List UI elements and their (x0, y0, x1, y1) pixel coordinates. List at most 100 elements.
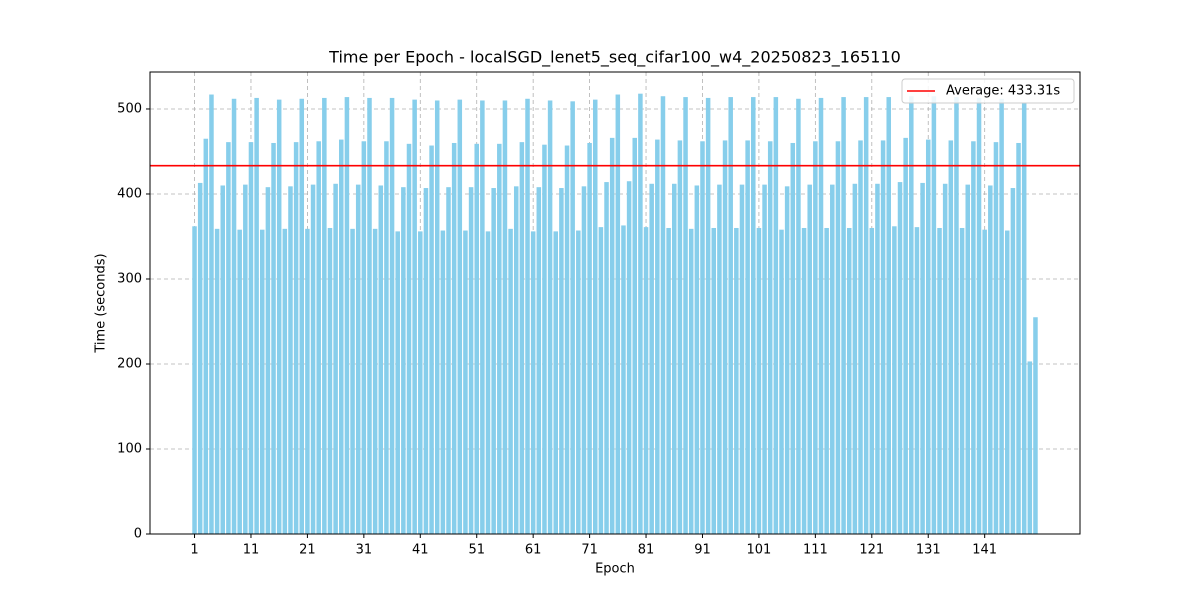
bar (559, 188, 564, 534)
bar (965, 184, 971, 534)
bar (327, 227, 333, 534)
bar (282, 228, 288, 534)
bar (570, 101, 575, 534)
bar (830, 184, 835, 534)
y-tick-label: 0 (134, 527, 142, 542)
bar (846, 227, 852, 534)
bar (525, 98, 530, 534)
bar (734, 227, 739, 534)
bar (598, 227, 604, 534)
bar (389, 97, 395, 535)
bar (401, 187, 406, 535)
bar (705, 97, 711, 535)
bar (711, 227, 717, 534)
bar (903, 137, 908, 534)
bar (824, 227, 829, 534)
bar (925, 139, 931, 534)
x-tick-label: 1 (190, 543, 198, 558)
bar (378, 185, 384, 534)
bar (677, 140, 683, 534)
bar (959, 227, 965, 534)
bar (480, 100, 485, 535)
x-tick-label: 21 (299, 543, 316, 558)
bar (259, 229, 265, 534)
bar (231, 98, 237, 534)
bar (536, 187, 542, 535)
bar (513, 186, 519, 535)
bar (773, 97, 779, 534)
bar (931, 96, 937, 534)
bar (192, 226, 197, 534)
bar (254, 97, 259, 535)
bar (361, 141, 367, 534)
bar (988, 185, 993, 534)
bar (982, 229, 987, 534)
bar (412, 99, 417, 534)
bar (581, 186, 587, 535)
y-tick-label: 200 (117, 356, 142, 371)
bar (429, 145, 434, 534)
bar (818, 97, 824, 535)
bar (547, 100, 553, 535)
bar (869, 227, 875, 534)
x-tick-label: 121 (859, 543, 884, 558)
bar (237, 229, 242, 534)
bar (756, 227, 762, 534)
bar (576, 230, 581, 535)
bar (937, 227, 942, 534)
bar (694, 185, 700, 534)
plot-frame (149, 71, 1081, 535)
y-tick-label: 300 (117, 271, 142, 286)
bar (1027, 361, 1033, 534)
bar (1033, 317, 1038, 534)
bar (626, 181, 632, 535)
bar (722, 140, 728, 534)
y-axis-label: Time (seconds) (94, 253, 109, 353)
bar (564, 145, 570, 534)
bar (948, 140, 954, 534)
bar (592, 99, 598, 534)
bar (880, 140, 886, 534)
bar (265, 187, 271, 535)
bar (745, 140, 750, 534)
x-tick-label: 101 (747, 543, 772, 558)
bar (858, 140, 863, 534)
bar (841, 97, 846, 534)
bar (372, 228, 378, 534)
bar (333, 183, 338, 534)
bar (609, 137, 615, 534)
bar (796, 98, 801, 534)
bar (751, 97, 756, 534)
bar (813, 141, 818, 534)
bar (638, 93, 643, 534)
bar (542, 144, 547, 534)
bar (418, 231, 423, 535)
bar (322, 97, 327, 535)
bar (271, 142, 276, 535)
legend-box (901, 78, 1075, 104)
bar (801, 227, 807, 534)
bar (243, 184, 248, 534)
bar (672, 183, 677, 534)
bar (604, 182, 609, 534)
bar (344, 97, 350, 534)
bar (914, 227, 920, 534)
bar (474, 143, 479, 534)
bar (1016, 142, 1021, 535)
bar (892, 226, 897, 534)
bar (688, 228, 694, 534)
x-tick-label: 81 (638, 543, 655, 558)
bar (209, 94, 214, 535)
bar (502, 100, 508, 535)
x-axis-label: Epoch (595, 562, 635, 577)
bar (491, 188, 496, 534)
bar (784, 186, 790, 535)
bar (530, 231, 536, 535)
bar (553, 231, 558, 535)
chart-title: Time per Epoch - localSGD_lenet5_seq_cif… (328, 48, 901, 68)
bar (1004, 230, 1010, 535)
bar (299, 98, 305, 534)
bar (457, 99, 463, 534)
bar (942, 183, 948, 534)
